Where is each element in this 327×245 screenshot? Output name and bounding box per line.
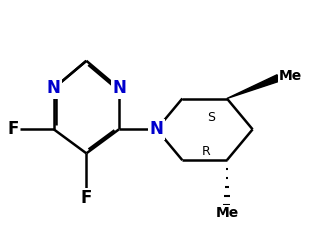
Polygon shape xyxy=(227,75,280,98)
Text: R: R xyxy=(202,145,211,158)
Text: N: N xyxy=(47,79,61,97)
Text: N: N xyxy=(112,79,126,97)
Text: F: F xyxy=(8,120,19,138)
Text: Me: Me xyxy=(215,206,238,220)
Text: Me: Me xyxy=(279,69,302,83)
Text: S: S xyxy=(208,111,215,124)
Text: F: F xyxy=(81,189,92,207)
Text: N: N xyxy=(150,120,164,138)
